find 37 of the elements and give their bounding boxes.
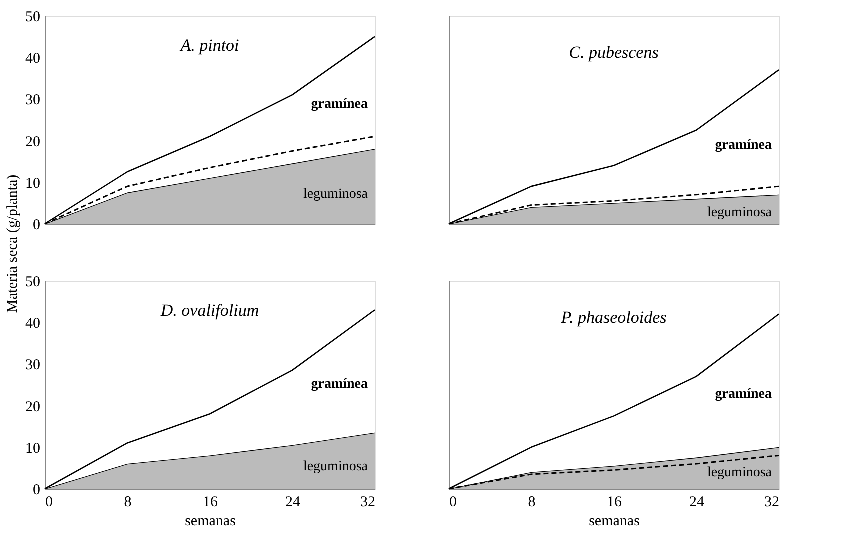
x-tick-label: 8 <box>124 494 132 510</box>
y-tick-label: 50 <box>26 10 40 26</box>
x-axis-title: semanas <box>589 514 640 530</box>
y-tick-label: 20 <box>26 399 40 416</box>
series-label: leguminosa <box>303 187 369 202</box>
x-tick-label: 32 <box>764 494 780 510</box>
text: A. pintoi <box>180 36 240 55</box>
x-tick-label: 0 <box>46 494 53 510</box>
y-tick-label: 40 <box>26 51 40 68</box>
text: D. ovalifolium <box>160 301 260 320</box>
series-label: gramínea <box>311 97 368 112</box>
x-tick-label: 0 <box>450 494 457 510</box>
x-tick-label: 32 <box>360 494 376 510</box>
y-tick-label: 20 <box>26 134 40 150</box>
series-label: leguminosa <box>303 460 369 475</box>
series-label: gramínea <box>311 376 368 392</box>
x-tick-label: 24 <box>286 494 301 510</box>
series-label: gramínea <box>715 138 772 153</box>
y-tick-label: 10 <box>26 440 40 457</box>
x-tick-label: 16 <box>203 494 218 510</box>
x-tick-label: 8 <box>528 494 536 510</box>
y-tick-label: 0 <box>33 218 40 234</box>
y-tick-label: 40 <box>26 316 40 332</box>
y-tick-label: 50 <box>26 274 40 290</box>
x-tick-label: 16 <box>607 494 622 510</box>
series-label: leguminosa <box>707 205 773 220</box>
text: C. pubescens <box>569 43 660 62</box>
series-label: leguminosa <box>707 465 773 480</box>
y-tick-label: 30 <box>26 92 40 109</box>
x-tick-label: 24 <box>690 494 705 510</box>
y-tick-label: 0 <box>33 482 40 498</box>
series-label: gramínea <box>715 387 772 402</box>
text: P. phaseoloides <box>560 308 668 327</box>
y-tick-label: 30 <box>26 358 40 374</box>
y-axis-title: Materia seca (g/planta) <box>5 174 21 314</box>
x-axis-title: semanas <box>185 514 236 530</box>
y-tick-label: 10 <box>26 176 40 192</box>
